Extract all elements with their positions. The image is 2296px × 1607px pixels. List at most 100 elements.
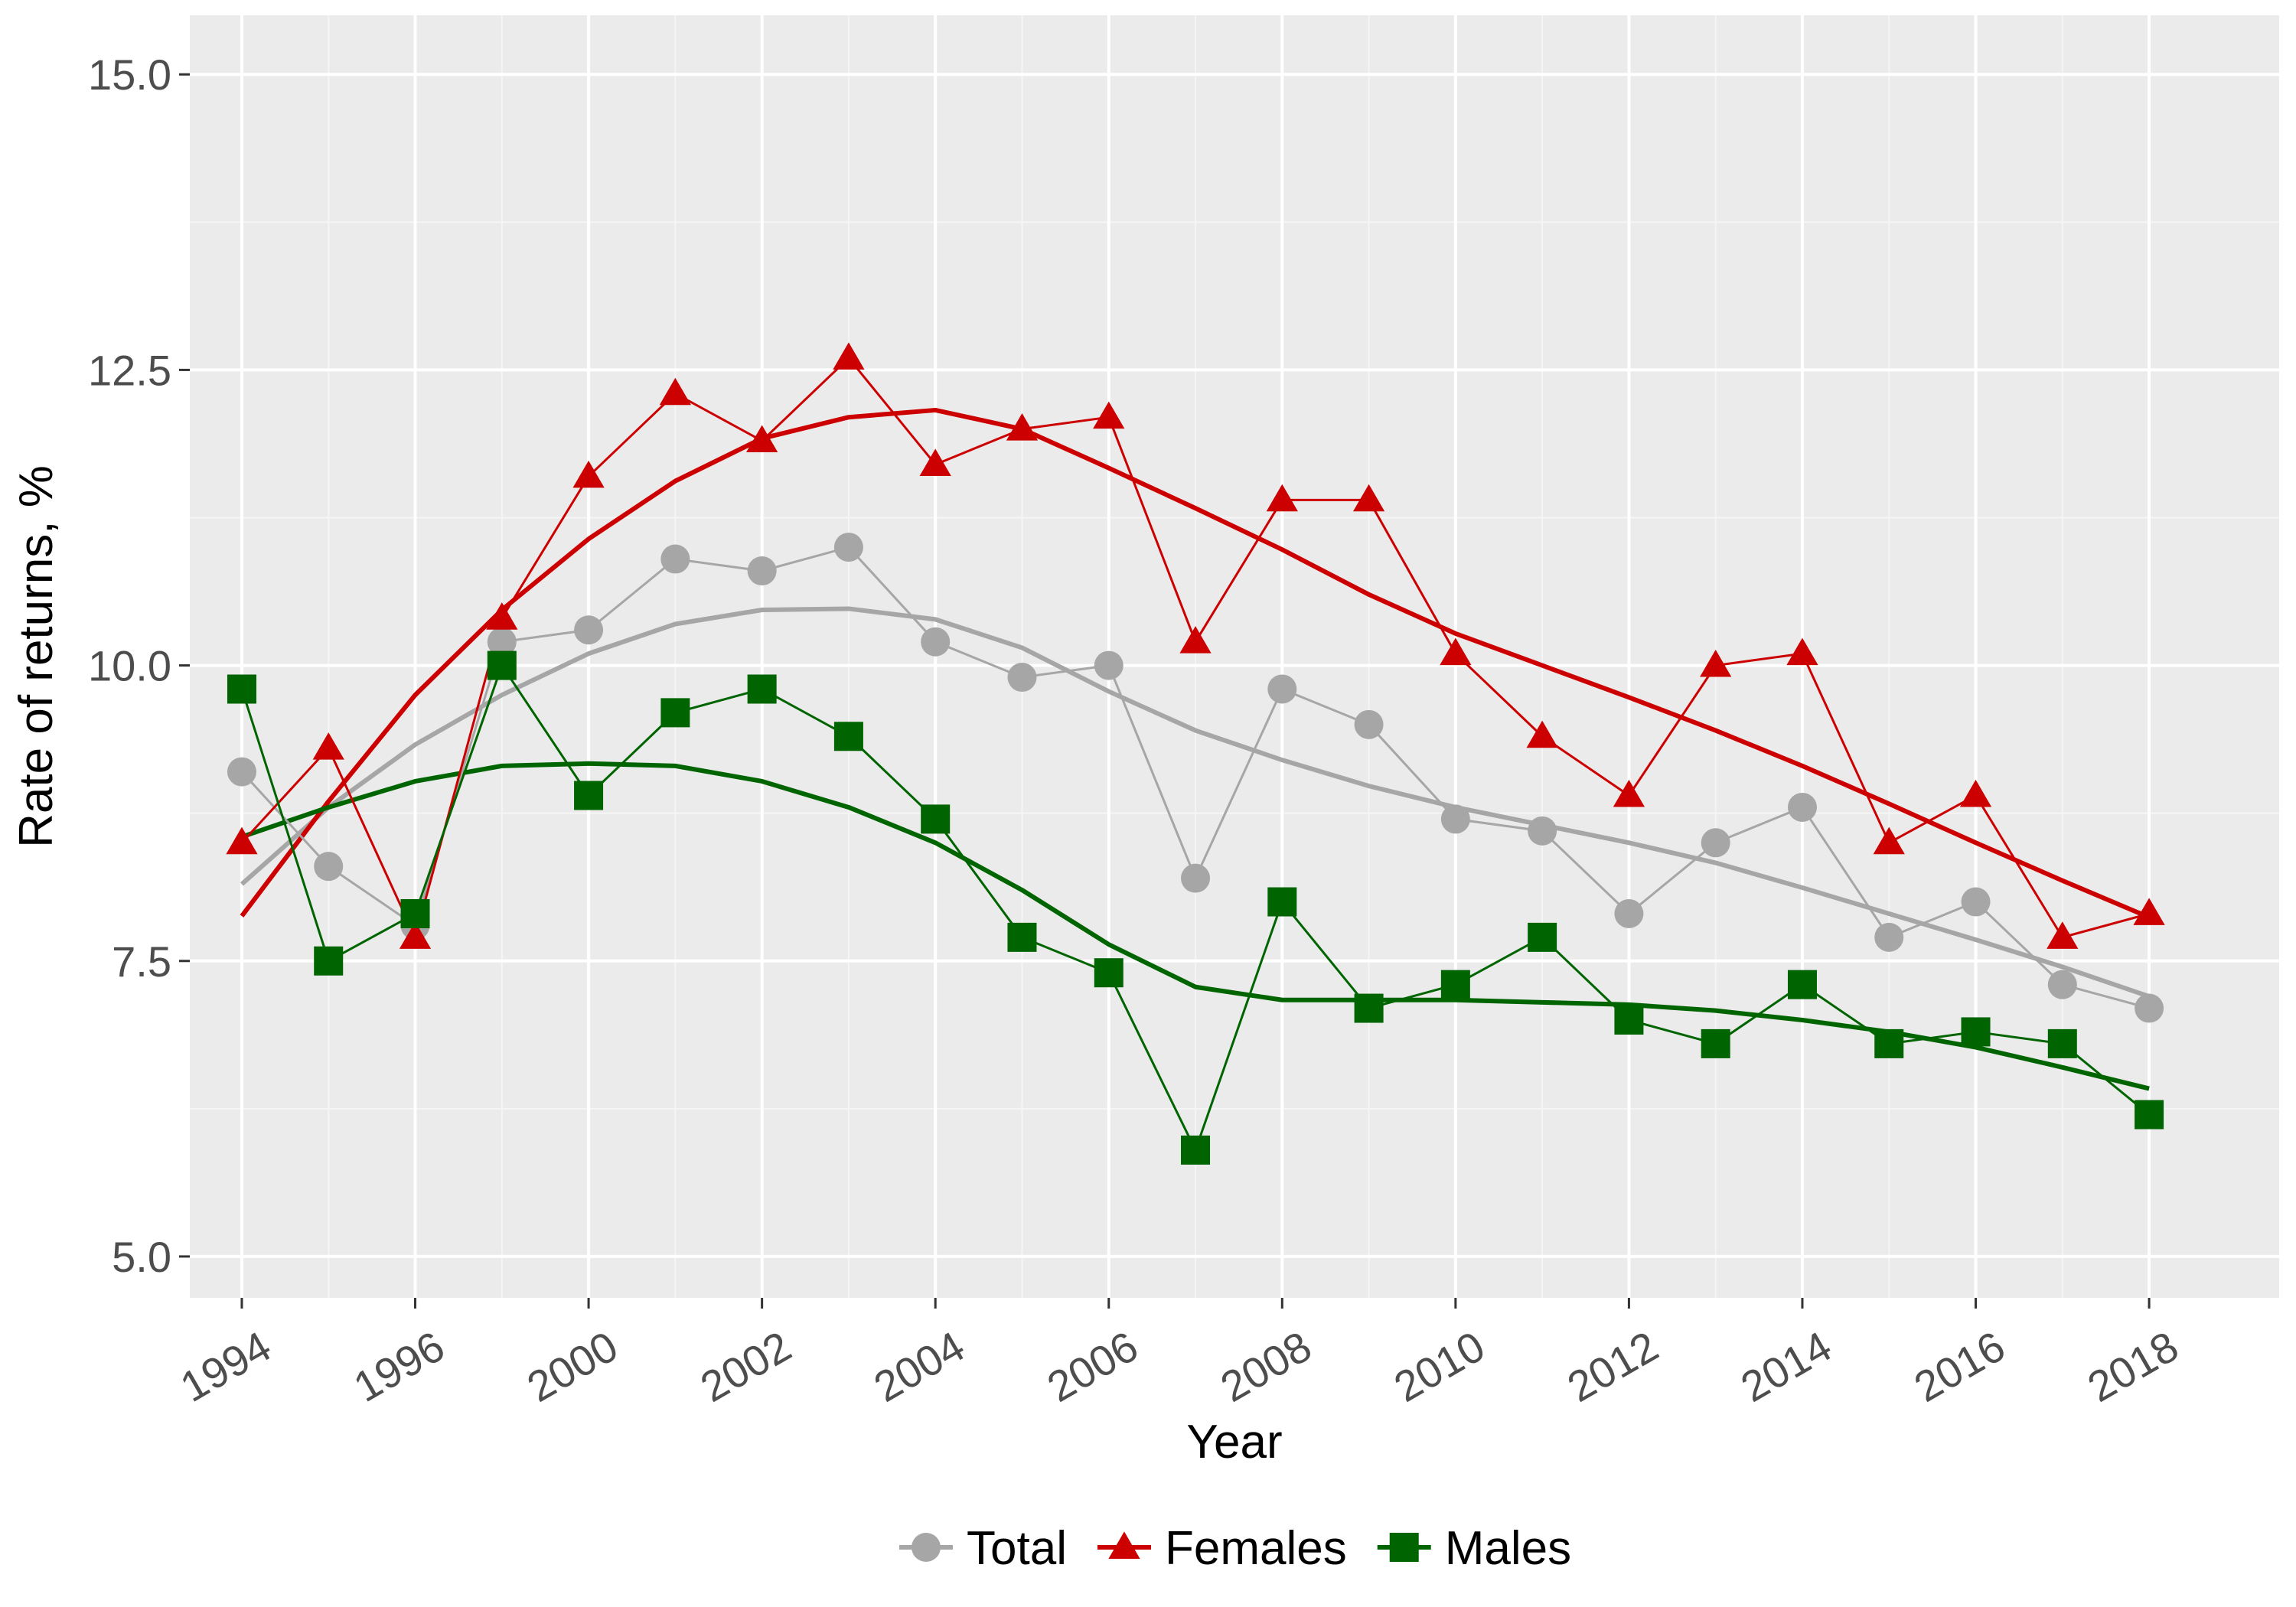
x-tick-label: 1994 — [172, 1322, 279, 1411]
total-point — [747, 556, 777, 586]
males-point — [1528, 922, 1557, 952]
males-point — [400, 898, 430, 928]
legend: Total Females Males — [899, 1522, 1571, 1575]
x-axis-title: Year — [1186, 1416, 1282, 1468]
legend-key-marker — [1108, 1531, 1140, 1559]
females-point — [1006, 413, 1039, 441]
x-tick-label: 2002 — [693, 1322, 799, 1411]
males-point — [574, 781, 604, 810]
females-point — [1440, 637, 1472, 666]
y-tick-labels: 5.0 7.5 10.0 12.5 15.0 — [88, 51, 171, 1281]
total-point — [1614, 898, 1644, 928]
total-point — [1267, 674, 1297, 704]
legend-item-females: Females — [1097, 1522, 1347, 1575]
legend-label: Females — [1165, 1522, 1347, 1575]
males-point — [747, 674, 777, 704]
females-point — [572, 460, 605, 488]
total-point — [1354, 709, 1384, 739]
minor-gridlines — [190, 15, 2279, 1298]
x-tick-label: 2000 — [519, 1322, 625, 1411]
males-point — [1094, 958, 1124, 988]
x-tick-label: 2006 — [1039, 1322, 1146, 1411]
males-point — [833, 722, 863, 751]
total-point — [574, 615, 604, 645]
males-trend-line — [240, 761, 2150, 1091]
x-tick-label: 1996 — [346, 1322, 452, 1411]
x-tick-label: 2004 — [866, 1322, 972, 1411]
males-point — [1614, 1005, 1644, 1035]
males-point — [1354, 993, 1384, 1023]
total-trend-line — [240, 606, 2151, 999]
females-point — [833, 342, 865, 370]
legend-item-males: Males — [1377, 1522, 1571, 1575]
total-point — [1440, 804, 1470, 834]
trend-lines — [240, 407, 2151, 1091]
total-point — [1961, 887, 1991, 917]
legend-key-marker — [912, 1533, 941, 1562]
females-point — [226, 826, 258, 855]
x-tick-label: 2018 — [2079, 1322, 2186, 1411]
males-point — [2135, 1100, 2164, 1129]
males-point — [1267, 887, 1297, 917]
total-point — [833, 533, 863, 562]
females-point — [1613, 779, 1645, 807]
total-point — [1528, 816, 1557, 846]
total-point — [921, 627, 951, 657]
total-point — [487, 627, 517, 657]
females-point — [1873, 826, 1905, 855]
y-tick-label: 10.0 — [88, 642, 171, 690]
legend-label: Males — [1445, 1522, 1571, 1575]
females-point — [1959, 779, 1992, 807]
legend-item-total: Total — [899, 1522, 1067, 1575]
females-point — [919, 448, 951, 476]
males-point — [1181, 1135, 1211, 1165]
females-point — [1526, 720, 1558, 748]
males-point — [921, 804, 951, 834]
males-point — [1007, 922, 1037, 952]
females-point — [746, 425, 778, 453]
total-point — [2047, 970, 2077, 999]
females-point — [1266, 484, 1298, 512]
plot-panel — [190, 15, 2279, 1298]
total-point — [1094, 650, 1124, 680]
y-tick-label: 5.0 — [112, 1233, 171, 1281]
females-point — [1179, 626, 1212, 654]
females-point — [399, 921, 432, 949]
total-point — [227, 757, 256, 787]
males-point — [314, 946, 344, 976]
x-tick-label: 2012 — [1559, 1322, 1665, 1411]
y-tick-label: 12.5 — [88, 346, 171, 394]
males-point — [1787, 970, 1817, 999]
x-tick-labels: 1994 1996 2000 2002 2004 2006 2008 2010 2012 2014… — [172, 1322, 2187, 1411]
x-tick-label: 2010 — [1386, 1322, 1492, 1411]
x-tick-label: 2008 — [1212, 1322, 1319, 1411]
females-point — [1700, 649, 1732, 677]
females-point — [1786, 637, 1818, 666]
total-point — [660, 544, 690, 574]
males-point — [1961, 1017, 1991, 1047]
males-point — [1440, 970, 1470, 999]
males-point — [227, 674, 256, 704]
x-tick-label: 2016 — [1906, 1322, 2013, 1411]
females-point — [1352, 484, 1385, 512]
males-point — [660, 698, 690, 728]
y-tick-label: 15.0 — [88, 51, 171, 99]
total-point — [1701, 828, 1730, 858]
males-point — [1874, 1028, 1904, 1058]
total-point — [1181, 863, 1211, 893]
males-point — [487, 650, 517, 680]
total-point — [314, 852, 344, 882]
females-point — [312, 732, 344, 760]
x-tick-label: 2014 — [1733, 1322, 1839, 1411]
females-point — [486, 602, 518, 630]
males-point — [2047, 1028, 2077, 1058]
total-point — [1007, 663, 1037, 693]
legend-label: Total — [967, 1522, 1067, 1575]
legend-key-marker — [1389, 1533, 1419, 1562]
females-point — [659, 377, 691, 406]
females-point — [2047, 921, 2079, 949]
y-tick-label: 7.5 — [112, 937, 171, 986]
females-trend-line — [240, 407, 2151, 920]
total-point — [2135, 993, 2164, 1023]
y-axis-title: Rate of returns, % — [10, 465, 63, 848]
